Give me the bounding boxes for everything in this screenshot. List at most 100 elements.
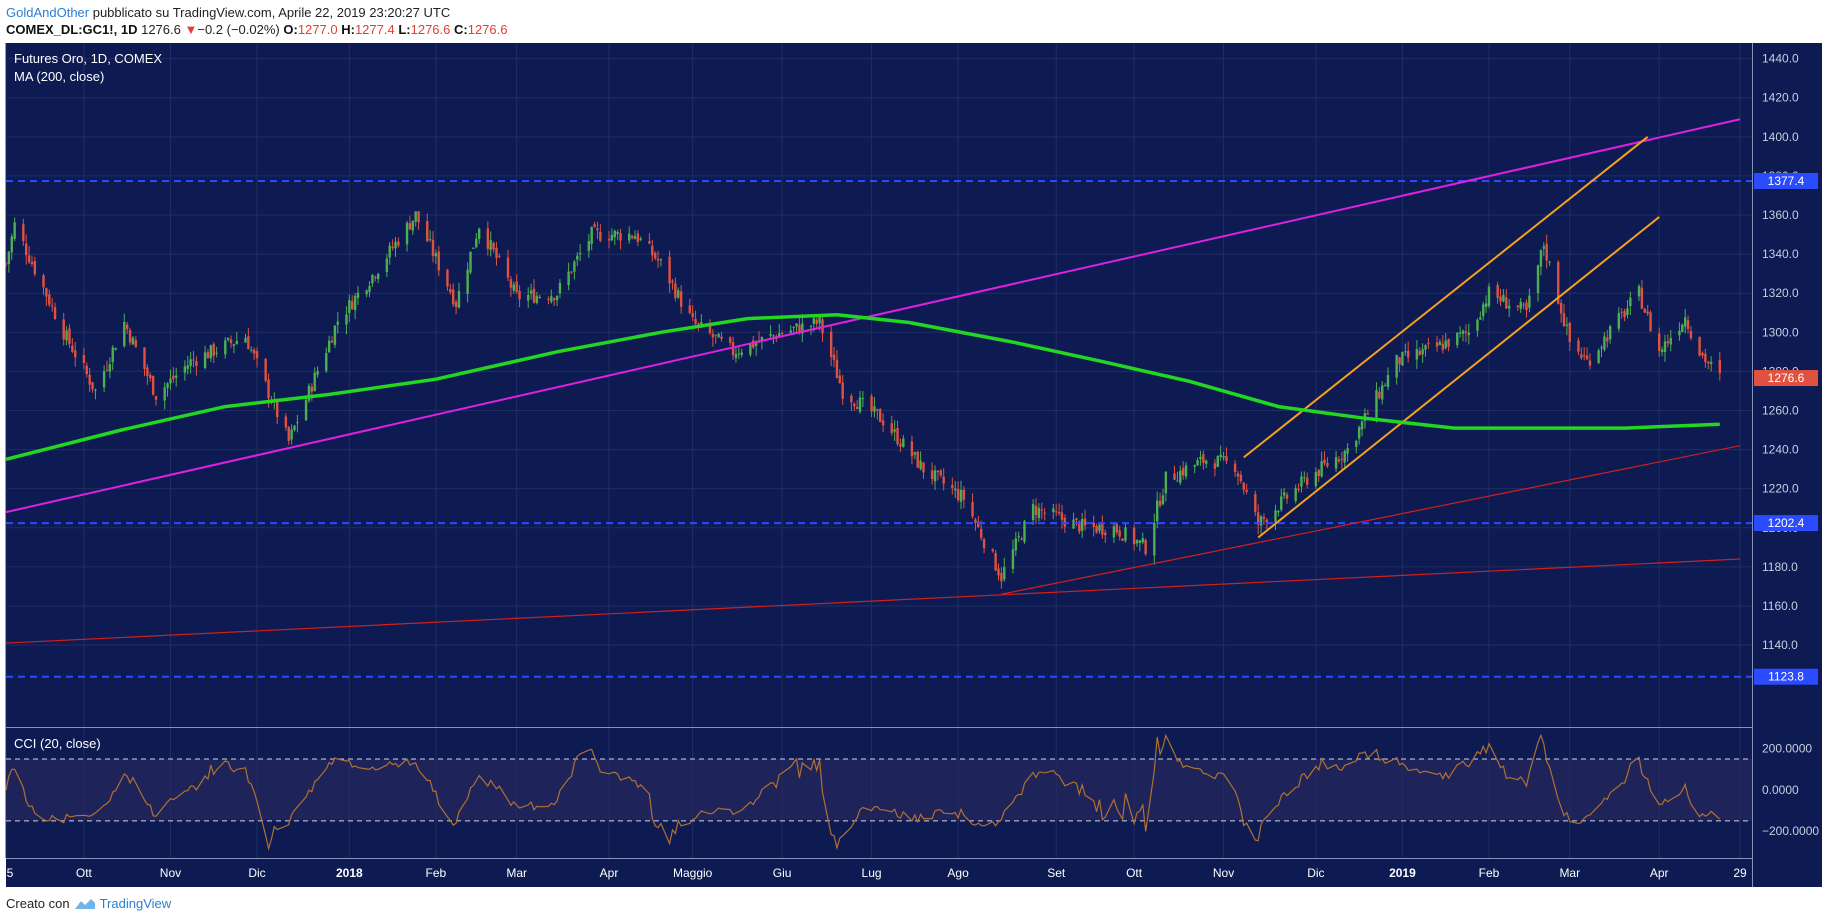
candle-body bbox=[1297, 488, 1300, 490]
candle-body bbox=[688, 305, 691, 313]
candle-body bbox=[1132, 527, 1136, 545]
candle-body bbox=[630, 235, 634, 238]
candle-body bbox=[974, 519, 977, 523]
candle-body bbox=[1683, 317, 1687, 327]
candle-body bbox=[426, 221, 429, 242]
cci-band-fill bbox=[6, 758, 1752, 821]
candle-body bbox=[1559, 302, 1563, 314]
candle-body bbox=[1104, 532, 1107, 536]
candle-body bbox=[1072, 519, 1075, 529]
candle-body bbox=[752, 340, 755, 348]
candle-body bbox=[1031, 504, 1035, 520]
candle-body bbox=[1075, 518, 1078, 520]
candle-body bbox=[1539, 250, 1543, 267]
candle-body bbox=[33, 261, 37, 275]
candle-body bbox=[391, 246, 394, 249]
candle-body bbox=[671, 280, 674, 283]
symbol-line: COMEX_DL:GC1!, 1D 1276.6 ▼−0.2 (−0.02%) … bbox=[6, 21, 507, 38]
candle-body bbox=[186, 365, 189, 369]
candle-body bbox=[151, 376, 155, 395]
candle-body bbox=[4, 263, 8, 265]
candle-body bbox=[477, 228, 481, 239]
candle-body bbox=[1623, 311, 1626, 318]
candle-body bbox=[734, 354, 738, 358]
candle-body bbox=[1216, 456, 1219, 467]
candle-body bbox=[1640, 287, 1644, 309]
candle-body bbox=[125, 324, 129, 330]
candle-body bbox=[679, 291, 683, 307]
last-price-tag-bg bbox=[1754, 370, 1818, 387]
candle-body bbox=[832, 354, 836, 360]
candle-body bbox=[310, 386, 314, 392]
candle-body bbox=[1265, 519, 1269, 523]
author-link[interactable]: GoldAndOther bbox=[6, 5, 90, 20]
candle-body bbox=[131, 337, 135, 345]
price-tick-label: 1340.0 bbox=[1762, 247, 1799, 261]
candle-body bbox=[922, 462, 925, 473]
candle-body bbox=[1144, 539, 1147, 555]
candle-body bbox=[1522, 304, 1525, 306]
candle-body bbox=[1441, 343, 1445, 350]
footer-prefix: Creato con bbox=[6, 896, 70, 911]
time-tick-label: Giu bbox=[773, 866, 792, 880]
candle-body bbox=[385, 258, 389, 272]
candle-body bbox=[997, 568, 1000, 576]
candle-body bbox=[916, 451, 919, 468]
candle-body bbox=[209, 345, 213, 359]
candle-body bbox=[1176, 480, 1179, 482]
candle-body bbox=[1626, 308, 1629, 315]
legend-title: Futures Oro, 1D, COMEX bbox=[14, 51, 162, 66]
candle-body bbox=[1043, 512, 1046, 514]
candle-body bbox=[206, 352, 210, 359]
candle-body bbox=[651, 245, 654, 256]
candle-body bbox=[82, 355, 86, 363]
price-tick-label: 1320.0 bbox=[1762, 286, 1799, 300]
candle-body bbox=[1280, 496, 1283, 510]
candle-body bbox=[529, 290, 533, 294]
price-plot bbox=[4, 118, 1752, 678]
candle-body bbox=[1686, 320, 1690, 330]
footer-brand-link[interactable]: TradingView bbox=[99, 896, 172, 911]
candle-body bbox=[316, 371, 319, 375]
candle-body bbox=[1689, 330, 1693, 339]
candle-body bbox=[1606, 337, 1609, 342]
candle-body bbox=[1487, 286, 1491, 307]
candle-body bbox=[1245, 489, 1248, 492]
candle-body bbox=[394, 241, 397, 249]
time-tick-label: 2018 bbox=[336, 866, 363, 880]
candle-body bbox=[1464, 331, 1468, 333]
candle-body bbox=[538, 297, 541, 299]
candle-body bbox=[1704, 353, 1707, 363]
candle-body bbox=[1259, 516, 1263, 526]
candle-body bbox=[1447, 339, 1450, 347]
candle-body bbox=[1383, 385, 1387, 387]
candle-body bbox=[552, 298, 556, 301]
candle-body bbox=[414, 211, 417, 222]
candle-body bbox=[203, 352, 207, 368]
candle-body bbox=[956, 489, 960, 500]
candle-body bbox=[88, 374, 91, 385]
candle-body bbox=[1274, 510, 1277, 523]
time-tick-label: Dic bbox=[1307, 866, 1324, 880]
candle-body bbox=[876, 409, 879, 411]
candle-body bbox=[1078, 521, 1081, 532]
candle-body bbox=[1401, 352, 1404, 366]
candle-body bbox=[879, 409, 882, 423]
candle-body bbox=[1499, 296, 1502, 302]
candle-body bbox=[555, 295, 559, 301]
symbol-name: COMEX_DL:GC1!, 1D bbox=[6, 22, 138, 37]
candle-body bbox=[1386, 375, 1390, 387]
candle-body bbox=[1294, 488, 1297, 501]
candle-body bbox=[1678, 330, 1681, 336]
price-tick-label: 1140.0 bbox=[1762, 638, 1798, 652]
candle-body bbox=[648, 241, 651, 244]
candle-body bbox=[1340, 458, 1344, 460]
candle-body bbox=[532, 288, 536, 303]
candle-body bbox=[858, 397, 862, 412]
candle-body bbox=[1482, 304, 1485, 317]
candle-body bbox=[1666, 341, 1670, 344]
candle-body bbox=[567, 271, 570, 286]
candle-body bbox=[498, 255, 501, 257]
candle-body bbox=[50, 305, 54, 307]
